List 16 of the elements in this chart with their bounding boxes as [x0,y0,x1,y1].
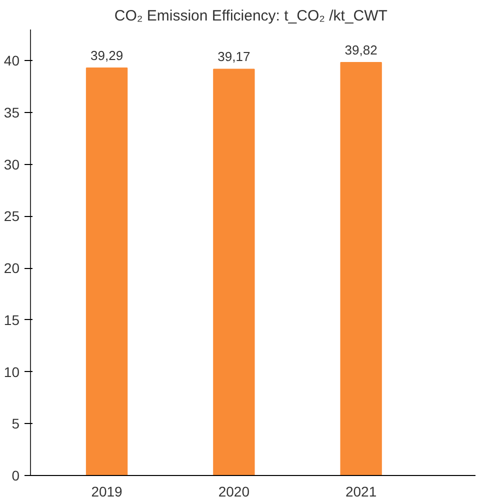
chart-title: CO₂ Emission Efficiency: t_CO₂ /kt_CWT [114,8,388,24]
y-tick-label: 15 [4,312,20,328]
y-tick-label: 40 [4,52,20,69]
data-label: 39,29 [90,48,124,63]
y-tick-label: 35 [4,104,20,120]
y-tick-label: 25 [4,208,20,224]
x-tick-label: 2020 [218,484,250,499]
y-tick-label: 5 [12,416,20,432]
y-tick-label: 10 [4,364,20,380]
data-label: 39,17 [218,49,250,64]
y-tick-label: 0 [12,468,20,484]
data-label: 39,82 [344,42,378,58]
y-tick-label: 20 [4,260,20,276]
x-tick-label: 2021 [346,484,377,499]
y-tick-label: 30 [4,156,20,172]
x-tick-label: 2019 [91,484,123,499]
